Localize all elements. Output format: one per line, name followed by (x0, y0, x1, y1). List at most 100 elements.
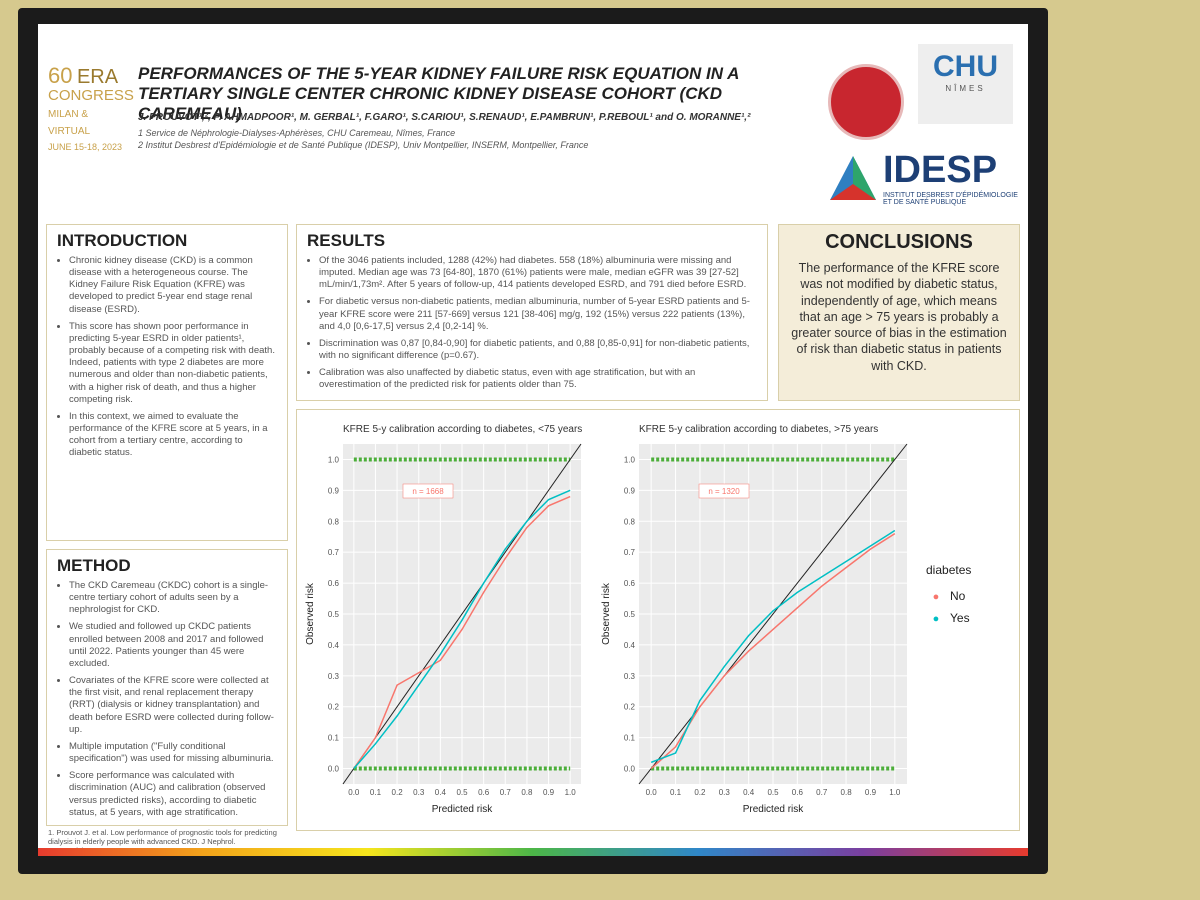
chart-title: KFRE 5-y calibration according to diabet… (343, 424, 582, 435)
calibration-curve (353, 489, 571, 770)
affiliation: 2 Institut Desbrest d'Epidémiologie et d… (138, 140, 589, 150)
x-tick-label: 0.1 (370, 788, 382, 797)
x-tick-label: 0.0 (646, 788, 658, 797)
y-tick-label: 0.7 (328, 548, 340, 557)
annotation: n = 1668 (412, 487, 444, 496)
y-tick-label: 0.6 (624, 579, 636, 588)
chart: KFRE 5-y calibration according to diabet… (601, 424, 908, 815)
legend-label: Yes (950, 611, 970, 625)
x-axis-label: Predicted risk (743, 804, 805, 815)
y-tick-label: 0.1 (624, 734, 636, 743)
x-tick-label: 0.5 (767, 788, 779, 797)
y-tick-label: 0.8 (624, 517, 636, 526)
bullet: Calibration was also unaffected by diabe… (319, 367, 757, 391)
chu-logo: CHU NÎMES (918, 44, 1013, 124)
y-axis-label: Observed risk (601, 582, 612, 645)
color-stripe (38, 848, 1028, 856)
y-tick-label: 0.5 (328, 610, 340, 619)
x-tick-label: 0.4 (435, 788, 447, 797)
chart: KFRE 5-y calibration according to diabet… (305, 424, 582, 815)
bullet: Multiple imputation ("Fully conditional … (69, 741, 277, 765)
y-tick-label: 0.2 (328, 703, 340, 712)
section-heading: RESULTS (307, 231, 386, 250)
idesp-text: IDESP (883, 149, 998, 191)
x-tick-label: 0.9 (543, 788, 555, 797)
x-tick-label: 1.0 (565, 788, 577, 797)
results-section: RESULTS Of the 3046 patients included, 1… (296, 224, 768, 401)
y-tick-label: 0.6 (328, 579, 340, 588)
bullet: The CKD Caremeau (CKDC) cohort is a sing… (69, 580, 277, 616)
annotation: n = 1320 (708, 487, 740, 496)
x-tick-label: 0.5 (456, 788, 468, 797)
y-tick-label: 0.4 (624, 641, 636, 650)
conclusions-text: The performance of the KFRE score was no… (791, 261, 1007, 373)
charts-panel: KFRE 5-y calibration according to diabet… (296, 409, 1020, 831)
affiliation: 1 Service de Néphrologie-Dialyses-Aphérè… (138, 128, 456, 138)
x-tick-label: 0.7 (816, 788, 828, 797)
x-tick-label: 0.2 (392, 788, 404, 797)
legend-label: No (950, 589, 966, 603)
x-tick-label: 0.7 (500, 788, 512, 797)
reference-diagonal (342, 443, 582, 785)
y-axis-label: Observed risk (305, 582, 316, 645)
bullet: This score has shown poor performance in… (69, 321, 277, 406)
congress-word: CONGRESS (48, 87, 134, 104)
idesp-triangle (830, 156, 876, 200)
y-tick-label: 0.3 (328, 672, 340, 681)
conclusions-section: CONCLUSIONS The performance of the KFRE … (778, 224, 1020, 401)
bullet: In this context, we aimed to evaluate th… (69, 411, 277, 460)
section-heading: CONCLUSIONS (825, 231, 973, 253)
x-tick-label: 0.3 (413, 788, 425, 797)
y-tick-label: 0.9 (328, 486, 340, 495)
x-axis-label: Predicted risk (432, 804, 494, 815)
y-tick-label: 1.0 (328, 455, 340, 464)
y-tick-label: 0.1 (328, 734, 340, 743)
congress-logo: 60 ERA CONGRESS MILAN & VIRTUAL JUNE 15-… (48, 63, 134, 155)
x-tick-label: 0.2 (694, 788, 706, 797)
chu-city: NÎMES (945, 84, 986, 93)
bullet: Discrimination was 0,87 [0,84-0,90] for … (319, 338, 757, 362)
congress-era: ERA (76, 66, 119, 88)
y-tick-label: 0.5 (624, 610, 636, 619)
congress-date: JUNE 15-18, 2023 (48, 142, 123, 153)
congress-number: 60 (48, 63, 73, 88)
congress-place: MILAN & VIRTUAL (48, 108, 91, 137)
legend-key: ● (933, 591, 940, 603)
bullet: For diabetic versus non-diabetic patient… (319, 296, 757, 332)
bullet: We studied and followed up CKDC patients… (69, 621, 277, 670)
legend-key: ● (933, 613, 940, 625)
x-tick-label: 0.6 (478, 788, 490, 797)
legend-title: diabetes (926, 563, 971, 577)
y-tick-label: 0.2 (624, 703, 636, 712)
annotation-box (402, 483, 454, 499)
calibration-curve (650, 529, 896, 764)
y-tick-label: 0.4 (328, 641, 340, 650)
poster: 60 ERA CONGRESS MILAN & VIRTUAL JUNE 15-… (38, 24, 1028, 856)
x-tick-label: 0.8 (841, 788, 853, 797)
bullet-list: Of the 3046 patients included, 1288 (42%… (297, 255, 767, 392)
y-tick-label: 0.8 (328, 517, 340, 526)
y-tick-label: 0.3 (624, 672, 636, 681)
x-tick-label: 0.8 (521, 788, 533, 797)
x-tick-label: 0.9 (865, 788, 877, 797)
annotation-box (698, 483, 750, 499)
section-heading: INTRODUCTION (57, 231, 188, 250)
x-tick-label: 0.1 (670, 788, 682, 797)
y-tick-label: 0.9 (624, 486, 636, 495)
x-tick-label: 0.3 (719, 788, 731, 797)
bullet-list: The CKD Caremeau (CKDC) cohort is a sing… (47, 580, 287, 819)
reference-diagonal (638, 443, 908, 785)
y-tick-label: 1.0 (624, 455, 636, 464)
authors: J. PROUVOT¹,², P. AHMADPOOR¹, M. GERBAL¹… (138, 112, 751, 123)
chart-title: KFRE 5-y calibration according to diabet… (639, 424, 878, 435)
y-tick-label: 0.0 (624, 765, 636, 774)
bullet: Covariates of the KFRE score were collec… (69, 675, 277, 736)
bullet: Score performance was calculated with di… (69, 770, 277, 819)
y-tick-label: 0.7 (624, 548, 636, 557)
introduction-section: INTRODUCTION Chronic kidney disease (CKD… (46, 224, 288, 541)
y-tick-label: 0.0 (328, 765, 340, 774)
calibration-curve (650, 533, 896, 770)
bullet: Of the 3046 patients included, 1288 (42%… (319, 255, 757, 291)
poster-title: PERFORMANCES OF THE 5-YEAR KIDNEY FAILUR… (138, 64, 739, 123)
